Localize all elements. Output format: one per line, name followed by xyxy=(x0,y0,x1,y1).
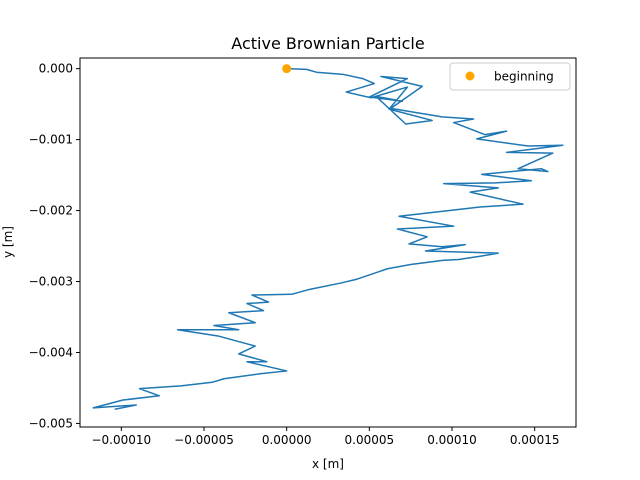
legend-marker-beginning xyxy=(465,71,475,81)
x-tick-label: 0.00010 xyxy=(427,433,477,447)
chart-title: Active Brownian Particle xyxy=(231,34,424,53)
x-axis: −0.00010 −0.00005 0.00000 0.00005 0.00010 0.0… xyxy=(91,427,559,447)
plot-area xyxy=(92,64,564,410)
x-tick-label: 0.00015 xyxy=(510,433,560,447)
y-tick-label: −0.005 xyxy=(29,416,73,430)
y-tick-label: −0.001 xyxy=(29,133,73,147)
x-tick-label: −0.00010 xyxy=(91,433,151,447)
x-axis-label: x [m] xyxy=(312,457,344,471)
y-tick-label: 0.000 xyxy=(39,62,73,76)
legend-box xyxy=(449,62,571,91)
x-tick-label: −0.00005 xyxy=(174,433,234,447)
y-tick-label: −0.002 xyxy=(29,204,73,218)
x-tick-label: 0.00005 xyxy=(345,433,395,447)
y-axis-label: y [m] xyxy=(1,226,15,258)
axes-frame xyxy=(79,57,577,428)
y-tick-label: −0.004 xyxy=(29,345,73,359)
x-tick-label: 0.00000 xyxy=(262,433,312,447)
y-tick-label: −0.003 xyxy=(29,275,73,289)
legend: beginning xyxy=(449,62,571,91)
y-axis: 0.000 −0.001 −0.002 −0.003 −0.004 −0.005 xyxy=(29,62,80,430)
start-point-beginning xyxy=(282,64,292,74)
trajectory-line-0 xyxy=(92,67,564,410)
legend-entry-beginning: beginning xyxy=(494,70,554,84)
